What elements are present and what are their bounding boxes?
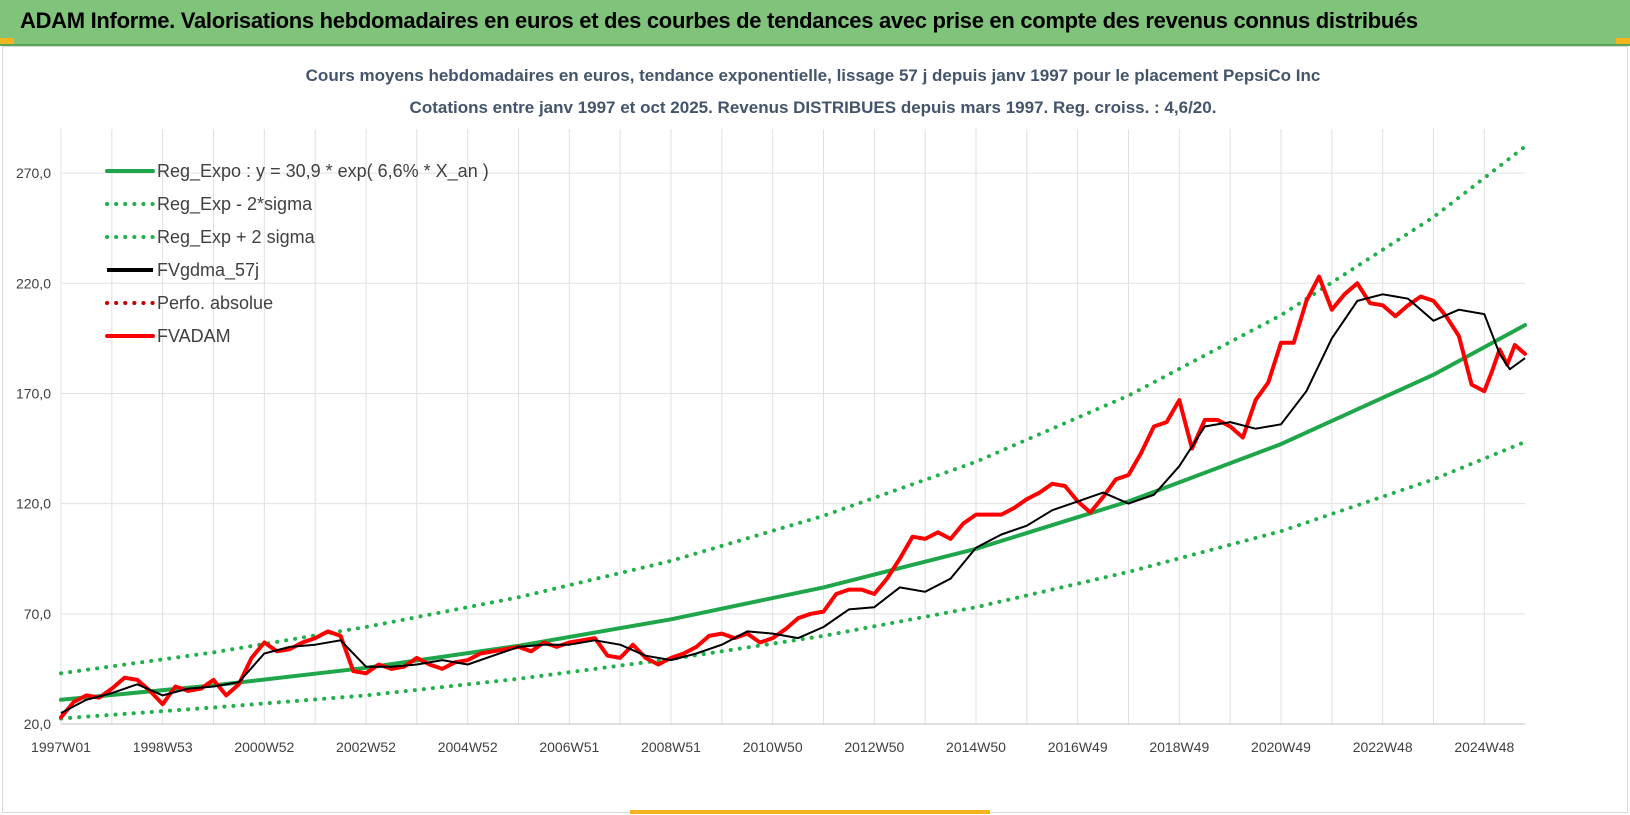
x-tick-label: 2016W49: [1048, 739, 1108, 755]
report-title: ADAM Informe. Valorisations hebdomadaire…: [20, 8, 1418, 33]
y-tick-label: 220,0: [16, 275, 51, 291]
series-line-reg-expo-y-30-9-exp-6-6-x-an: [59, 323, 1527, 702]
legend-label-reg-exp-2-sigma: Reg_Exp - 2*sigma: [157, 194, 313, 215]
x-tick-label: 2008W51: [641, 739, 701, 755]
legend-label-fvadam: FVADAM: [157, 326, 231, 346]
x-tick-label: 2006W51: [539, 739, 599, 755]
line-chart: Cours moyens hebdomadaires en euros, ten…: [16, 66, 1527, 755]
corner-marker-right: [1616, 38, 1630, 44]
y-tick-label: 170,0: [16, 385, 51, 401]
chart-title-line2: Cotations entre janv 1997 et oct 2025. R…: [410, 98, 1217, 117]
legend-label-reg-expo-y-30-9-exp-6-6-x-an: Reg_Expo : y = 30,9 * exp( 6,6% * X_an ): [157, 161, 489, 182]
chart-area: Cours moyens hebdomadaires en euros, ten…: [2, 46, 1628, 813]
series-line-fvgdma-57j-overlay: [60, 293, 1526, 714]
axes: 20,0 70,0 120,0 170,0 220,0 270,0 1997W01 1998W…: [16, 165, 1525, 755]
series-line-fvadam: [59, 274, 1527, 720]
legend: Reg_Expo : y = 30,9 * exp( 6,6% * X_an )…: [105, 161, 489, 346]
x-tick-label: 2004W52: [438, 739, 498, 755]
legend-label-fvgdma-57j: FVgdma_57j: [157, 260, 259, 281]
x-tick-label: 2020W49: [1251, 739, 1311, 755]
x-tick-label: 2018W49: [1149, 739, 1209, 755]
y-tick-label: 270,0: [16, 165, 51, 181]
report-header: ADAM Informe. Valorisations hebdomadaire…: [0, 0, 1630, 46]
series-line-reg-exp-2-sigma: [59, 439, 1527, 721]
legend-label-reg-exp-2-sigma: Reg_Exp + 2 sigma: [157, 227, 316, 248]
series: [59, 144, 1527, 721]
y-tick-label: 20,0: [24, 716, 51, 732]
x-tick-label: 2012W50: [844, 739, 904, 755]
grid: [60, 129, 1525, 725]
y-tick-label: 70,0: [24, 606, 51, 622]
x-tick-label: 2000W52: [234, 739, 294, 755]
x-tick-label: 2022W48: [1353, 739, 1413, 755]
x-tick-label: 2002W52: [336, 739, 396, 755]
legend-label-perfo-absolue: Perfo. absolue: [157, 293, 273, 313]
y-tick-label: 120,0: [16, 496, 51, 512]
corner-marker-left: [0, 38, 14, 44]
x-tick-label: 1997W01: [31, 739, 91, 755]
x-tick-label: 2014W50: [946, 739, 1006, 755]
x-tick-label: 2010W50: [743, 739, 803, 755]
x-tick-label: 1998W53: [133, 739, 193, 755]
x-tick-label: 2024W48: [1454, 739, 1514, 755]
chart-title-line1: Cours moyens hebdomadaires en euros, ten…: [306, 66, 1321, 85]
bottom-marker: [630, 810, 990, 814]
